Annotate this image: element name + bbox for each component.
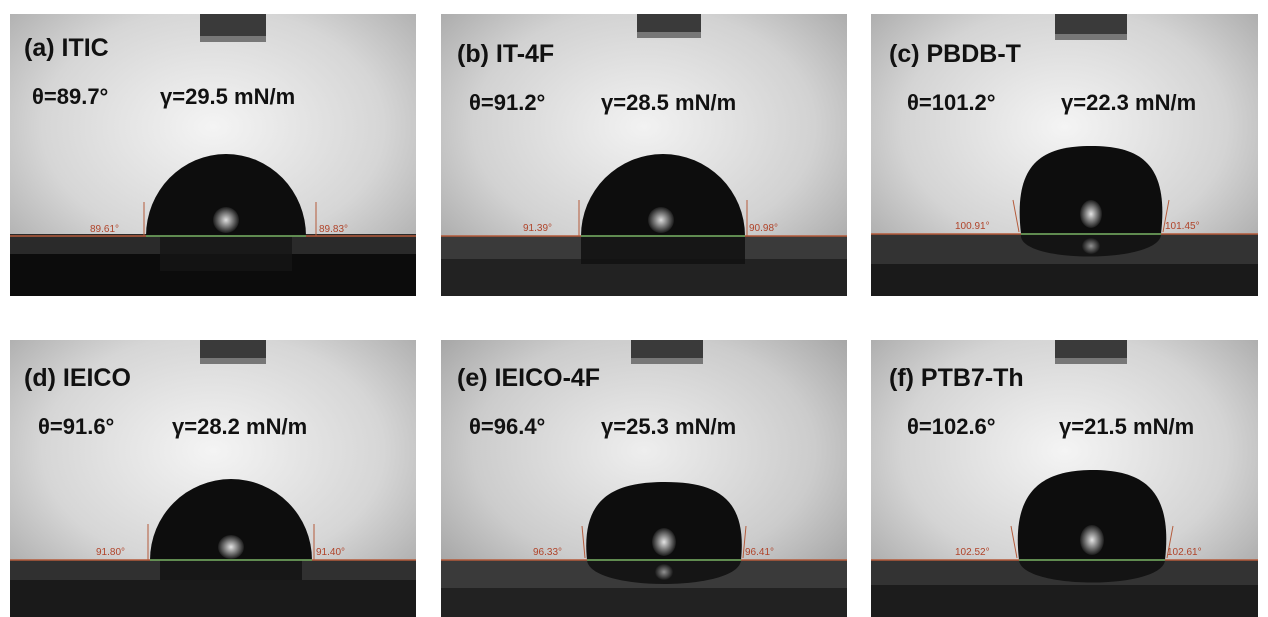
panel-label-e: (e) IEICO-4F (457, 364, 601, 392)
contact-angle-a: θ=89.7° (32, 84, 109, 109)
angle-right-e: 96.41° (745, 547, 775, 558)
angle-left-d: 91.80° (96, 547, 126, 558)
angle-left-e: 96.33° (533, 547, 563, 558)
angle-right-c: 101.45° (1165, 221, 1200, 232)
angle-right-f: 102.61° (1167, 547, 1202, 558)
droplet-image-d (10, 340, 416, 617)
surface-energy-a: γ=29.5 mN/m (160, 84, 296, 109)
contact-angle-e: θ=96.4° (469, 414, 546, 439)
angle-left-f: 102.52° (955, 547, 990, 558)
angle-left-b: 91.39° (523, 223, 553, 234)
droplet-panel-f: (f) PTB7-Th θ=102.6° γ=21.5 mN/m 102.52°… (871, 340, 1258, 617)
contact-angle-c: θ=101.2° (907, 90, 996, 115)
contact-angle-d: θ=91.6° (38, 414, 115, 439)
angle-right-b: 90.98° (749, 223, 779, 234)
droplet-image-f (871, 340, 1258, 617)
surface-energy-f: γ=21.5 mN/m (1059, 414, 1195, 439)
surface-energy-c: γ=22.3 mN/m (1061, 90, 1197, 115)
droplet-panel-e: (e) IEICO-4F θ=96.4° γ=25.3 mN/m 96.33° … (441, 340, 847, 617)
angle-left-a: 89.61° (90, 224, 120, 235)
droplet-image-a (10, 14, 416, 296)
droplet-panel-d: (d) IEICO θ=91.6° γ=28.2 mN/m 91.80° 91.… (10, 340, 416, 617)
panel-label-f: (f) PTB7-Th (889, 364, 1024, 392)
surface-energy-d: γ=28.2 mN/m (172, 414, 308, 439)
surface-energy-e: γ=25.3 mN/m (601, 414, 737, 439)
droplet-image-e (441, 340, 847, 617)
angle-right-d: 91.40° (316, 547, 346, 558)
angle-left-c: 100.91° (955, 221, 990, 232)
panel-label-c: (c) PBDB-T (889, 40, 1021, 68)
panel-label-d: (d) IEICO (24, 364, 131, 392)
angle-right-a: 89.83° (319, 224, 349, 235)
droplet-image-c (871, 14, 1258, 296)
droplet-panel-c: (c) PBDB-T θ=101.2° γ=22.3 mN/m 100.91° … (871, 14, 1258, 296)
contact-angle-b: θ=91.2° (469, 90, 546, 115)
panel-label-a: (a) ITIC (24, 34, 109, 62)
droplet-image-b (441, 14, 847, 296)
droplet-panel-b: (b) IT-4F θ=91.2° γ=28.5 mN/m 91.39° 90.… (441, 14, 847, 296)
surface-energy-b: γ=28.5 mN/m (601, 90, 737, 115)
droplet-panel-a: (a) ITIC θ=89.7° γ=29.5 mN/m 89.61° 89.8… (10, 14, 416, 296)
panel-label-b: (b) IT-4F (457, 40, 555, 68)
contact-angle-f: θ=102.6° (907, 414, 996, 439)
